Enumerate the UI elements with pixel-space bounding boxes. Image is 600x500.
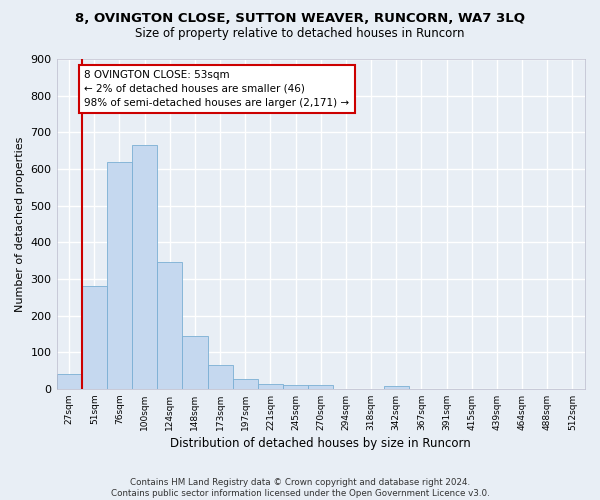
Bar [208, 365, 233, 389]
Bar [283, 385, 308, 389]
Text: Contains HM Land Registry data © Crown copyright and database right 2024.
Contai: Contains HM Land Registry data © Crown c… [110, 478, 490, 498]
Bar [107, 162, 132, 389]
Bar [233, 378, 258, 389]
Bar [157, 262, 182, 389]
Bar [132, 145, 157, 389]
Bar [82, 286, 107, 389]
Bar [56, 374, 82, 389]
Y-axis label: Number of detached properties: Number of detached properties [15, 136, 25, 312]
X-axis label: Distribution of detached houses by size in Runcorn: Distribution of detached houses by size … [170, 437, 471, 450]
Bar [383, 386, 409, 389]
Text: 8, OVINGTON CLOSE, SUTTON WEAVER, RUNCORN, WA7 3LQ: 8, OVINGTON CLOSE, SUTTON WEAVER, RUNCOR… [75, 12, 525, 26]
Text: Size of property relative to detached houses in Runcorn: Size of property relative to detached ho… [135, 28, 465, 40]
Bar [182, 336, 208, 389]
Bar [258, 384, 283, 389]
Text: 8 OVINGTON CLOSE: 53sqm
← 2% of detached houses are smaller (46)
98% of semi-det: 8 OVINGTON CLOSE: 53sqm ← 2% of detached… [84, 70, 349, 108]
Bar [308, 385, 334, 389]
